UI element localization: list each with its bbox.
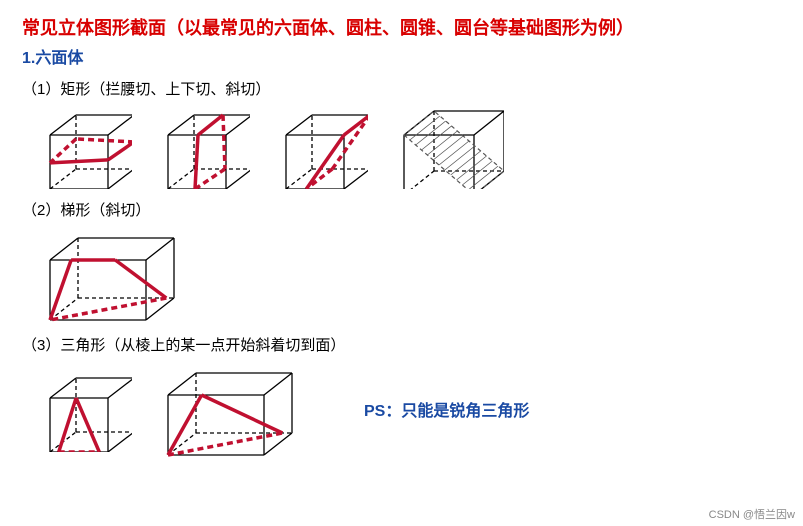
section-3-label: （3）三角形（从棱上的某一点开始斜着切到面） bbox=[0, 324, 803, 359]
diagram-rectprism-trapezoid bbox=[40, 224, 180, 324]
diagram-cube-triangle-1 bbox=[40, 366, 132, 452]
row-triangle: PS：只能是锐角三角形 bbox=[0, 359, 803, 459]
diagram-cube-diagonal-hatched bbox=[394, 103, 504, 189]
subtitle: 1.六面体 bbox=[0, 40, 803, 68]
section-2-label: （2）梯形（斜切） bbox=[0, 189, 803, 224]
diagram-cube-horizontal-cut bbox=[40, 103, 132, 189]
note-prefix: PS： bbox=[364, 403, 401, 420]
section-1-label: （1）矩形（拦腰切、上下切、斜切） bbox=[0, 68, 803, 103]
row-trapezoid bbox=[0, 224, 803, 324]
watermark: CSDN @悟兰因w bbox=[709, 506, 795, 522]
note-text: 只能是锐角三角形 bbox=[401, 403, 529, 420]
diagram-rectprism-triangle-2 bbox=[158, 359, 298, 459]
row-rect-cuts bbox=[0, 103, 803, 189]
diagram-cube-vertical-cut bbox=[158, 103, 250, 189]
diagram-cube-oblique-cut bbox=[276, 103, 368, 189]
main-title: 常见立体图形截面（以最常见的六面体、圆柱、圆锥、圆台等基础图形为例） bbox=[0, 0, 803, 40]
note-ps: PS：只能是锐角三角形 bbox=[364, 397, 529, 421]
